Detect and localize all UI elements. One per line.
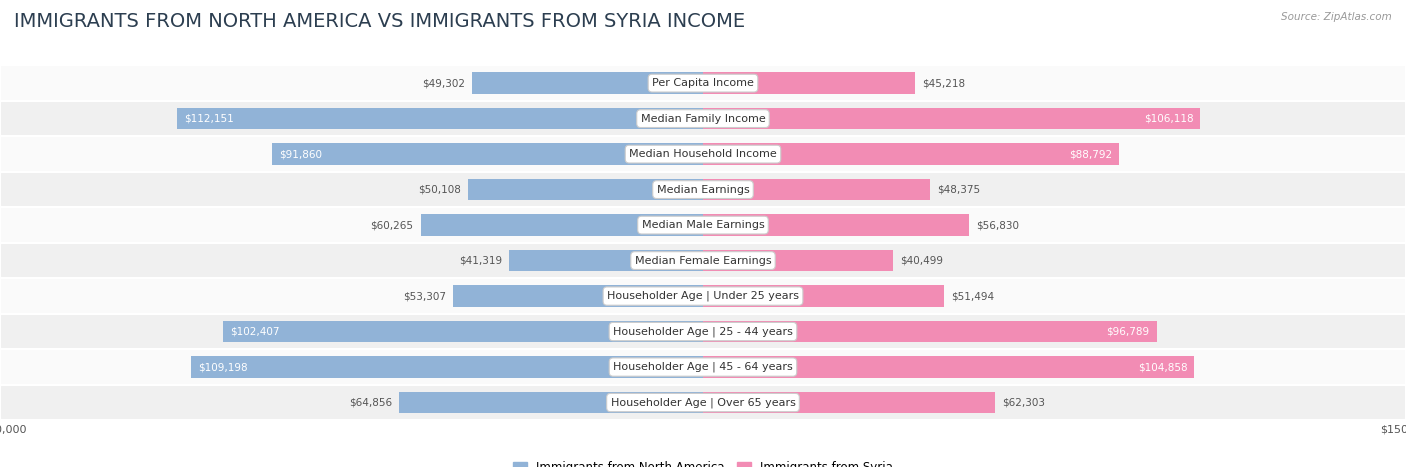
Bar <box>273 143 703 165</box>
Text: $41,319: $41,319 <box>460 255 502 266</box>
Text: $88,792: $88,792 <box>1069 149 1112 159</box>
Text: Median Female Earnings: Median Female Earnings <box>634 255 772 266</box>
Text: $112,151: $112,151 <box>184 113 235 124</box>
Legend: Immigrants from North America, Immigrants from Syria: Immigrants from North America, Immigrant… <box>508 456 898 467</box>
Bar <box>703 392 995 413</box>
Bar <box>420 214 703 236</box>
Text: $109,198: $109,198 <box>198 362 247 372</box>
Text: Median Earnings: Median Earnings <box>657 184 749 195</box>
Bar <box>0 136 1406 172</box>
Bar <box>703 143 1119 165</box>
Text: $60,265: $60,265 <box>371 220 413 230</box>
Text: $53,307: $53,307 <box>404 291 446 301</box>
Bar <box>703 214 969 236</box>
Bar <box>453 285 703 307</box>
Text: $51,494: $51,494 <box>952 291 994 301</box>
Text: $91,860: $91,860 <box>280 149 322 159</box>
Text: $62,303: $62,303 <box>1002 397 1045 408</box>
Bar <box>399 392 703 413</box>
Bar <box>0 314 1406 349</box>
Text: $48,375: $48,375 <box>936 184 980 195</box>
Bar <box>703 108 1201 129</box>
Text: $104,858: $104,858 <box>1137 362 1188 372</box>
Text: $45,218: $45,218 <box>922 78 965 88</box>
Bar <box>703 179 929 200</box>
Text: $102,407: $102,407 <box>231 326 280 337</box>
Bar <box>0 65 1406 101</box>
Text: $64,856: $64,856 <box>349 397 392 408</box>
Text: $40,499: $40,499 <box>900 255 943 266</box>
Bar <box>472 72 703 94</box>
Bar <box>224 321 703 342</box>
Bar <box>191 356 703 378</box>
Bar <box>703 72 915 94</box>
Bar <box>0 101 1406 136</box>
Text: Householder Age | 25 - 44 years: Householder Age | 25 - 44 years <box>613 326 793 337</box>
Bar <box>509 250 703 271</box>
Text: Median Family Income: Median Family Income <box>641 113 765 124</box>
Bar <box>703 356 1195 378</box>
Bar <box>177 108 703 129</box>
Bar <box>0 385 1406 420</box>
Text: $49,302: $49,302 <box>422 78 465 88</box>
Bar <box>0 278 1406 314</box>
Text: Median Male Earnings: Median Male Earnings <box>641 220 765 230</box>
Bar <box>0 172 1406 207</box>
Text: $56,830: $56,830 <box>976 220 1019 230</box>
Bar <box>0 207 1406 243</box>
Text: $50,108: $50,108 <box>418 184 461 195</box>
Text: Householder Age | Under 25 years: Householder Age | Under 25 years <box>607 291 799 301</box>
Text: IMMIGRANTS FROM NORTH AMERICA VS IMMIGRANTS FROM SYRIA INCOME: IMMIGRANTS FROM NORTH AMERICA VS IMMIGRA… <box>14 12 745 31</box>
Text: Per Capita Income: Per Capita Income <box>652 78 754 88</box>
Text: Source: ZipAtlas.com: Source: ZipAtlas.com <box>1281 12 1392 21</box>
Bar <box>0 243 1406 278</box>
Bar <box>0 349 1406 385</box>
Bar <box>468 179 703 200</box>
Text: Householder Age | 45 - 64 years: Householder Age | 45 - 64 years <box>613 362 793 372</box>
Text: $106,118: $106,118 <box>1143 113 1194 124</box>
Text: $96,789: $96,789 <box>1107 326 1150 337</box>
Bar <box>703 285 945 307</box>
Text: Median Household Income: Median Household Income <box>628 149 778 159</box>
Bar <box>703 321 1157 342</box>
Text: Householder Age | Over 65 years: Householder Age | Over 65 years <box>610 397 796 408</box>
Bar <box>703 250 893 271</box>
